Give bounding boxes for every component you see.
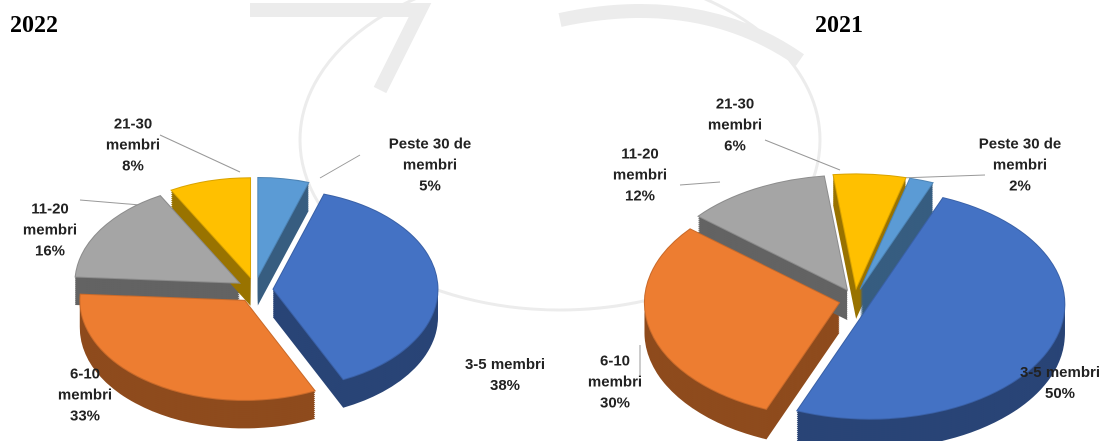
slice-label: 11-20 membri 12%: [598, 144, 682, 207]
category-label: 6-10 membri: [57, 365, 113, 404]
slice-label: 21-30 membri 8%: [91, 114, 175, 177]
category-label: 6-10 membri: [587, 352, 643, 391]
slice: [859, 177, 934, 290]
value-label: 2%: [1009, 177, 1031, 195]
watermark: [250, 0, 822, 312]
category-label: 11-20 membri: [612, 145, 668, 184]
category-label: 11-20 membri: [22, 200, 78, 239]
slice: [697, 175, 849, 292]
category-label: Peste 30 de membri: [978, 135, 1062, 174]
slice-label: Peste 30 de membri 2%: [978, 134, 1062, 197]
value-label: 8%: [122, 157, 144, 175]
slice-label: 3-5 membri 38%: [463, 354, 547, 396]
slice: [272, 193, 439, 381]
slice: [257, 177, 310, 278]
value-label: 33%: [69, 407, 101, 425]
value-label: 38%: [489, 377, 521, 394]
pie-tops: [74, 177, 439, 401]
value-label: 16%: [34, 242, 66, 260]
value-label: 6%: [724, 137, 746, 155]
slice: [832, 173, 907, 291]
category-label: 3-5 membri: [1019, 364, 1099, 381]
category-label: 21-30 membri: [105, 115, 161, 154]
value-label: 50%: [1044, 385, 1076, 402]
slice: [170, 177, 252, 280]
slice: [643, 228, 841, 410]
slice-label: 11-20 membri 16%: [8, 199, 92, 262]
value-label: 12%: [624, 187, 656, 205]
slice-label: 21-30 membri 6%: [693, 94, 777, 157]
slice: [79, 293, 316, 401]
slice-label: 6-10 membri 33%: [43, 364, 127, 427]
category-label: Peste 30 de membri: [388, 135, 472, 174]
value-label: 5%: [419, 177, 441, 195]
slice-label: Peste 30 de membri 5%: [388, 134, 472, 197]
value-label: 30%: [599, 394, 631, 412]
category-label: 21-30 membri: [707, 95, 763, 134]
chart-title: 2022: [10, 12, 58, 38]
pie-tops: [643, 173, 1066, 420]
slice: [795, 197, 1066, 420]
slice: [74, 195, 241, 284]
slice-label: 3-5 membri 50%: [1018, 362, 1099, 404]
slice-label: 6-10 membri 30%: [573, 351, 657, 414]
category-label: 3-5 membri: [464, 356, 546, 373]
chart-title: 2021: [815, 12, 863, 38]
